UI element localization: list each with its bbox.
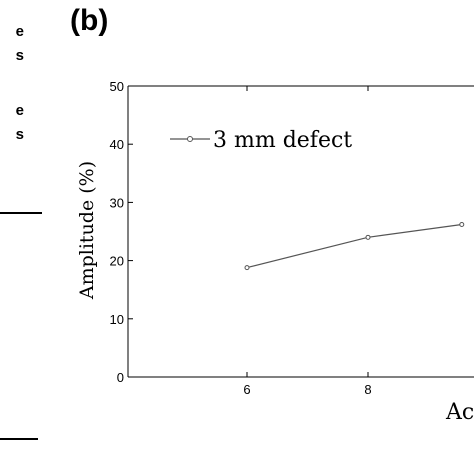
- legend-label: 3 mm defect: [213, 128, 352, 153]
- axes: [127, 85, 474, 378]
- y-tick-label: 10: [110, 312, 124, 327]
- x-axis-label: Ac: [445, 400, 474, 425]
- panel-label: (b): [70, 4, 109, 37]
- divider-rule: [0, 438, 38, 440]
- series-layer: [244, 222, 465, 271]
- y-tick-label: 30: [110, 195, 124, 210]
- left-text-fragment: s: [15, 126, 24, 143]
- legend: 3 mm defect: [170, 128, 352, 153]
- y-tick-label: 40: [110, 137, 124, 152]
- data-point: [459, 222, 465, 228]
- divider-rule: [0, 212, 42, 214]
- x-tick-label: 8: [364, 382, 371, 397]
- data-point: [365, 234, 371, 240]
- left-text-fragment: e: [15, 23, 24, 40]
- left-text-fragment: s: [15, 47, 24, 64]
- y-tick-label: 0: [117, 370, 124, 385]
- x-tick-label: 6: [243, 382, 250, 397]
- y-tick-label: 50: [110, 79, 124, 94]
- y-tick-label: 20: [110, 254, 124, 269]
- series-line: [246, 223, 462, 269]
- y-axis-label: Amplitude (%): [76, 161, 98, 300]
- left-text-fragment: e: [15, 102, 24, 119]
- legend-marker: [187, 136, 193, 142]
- ticks: 0 10 20 30 40 50 6 8: [110, 79, 372, 397]
- data-point: [244, 265, 250, 271]
